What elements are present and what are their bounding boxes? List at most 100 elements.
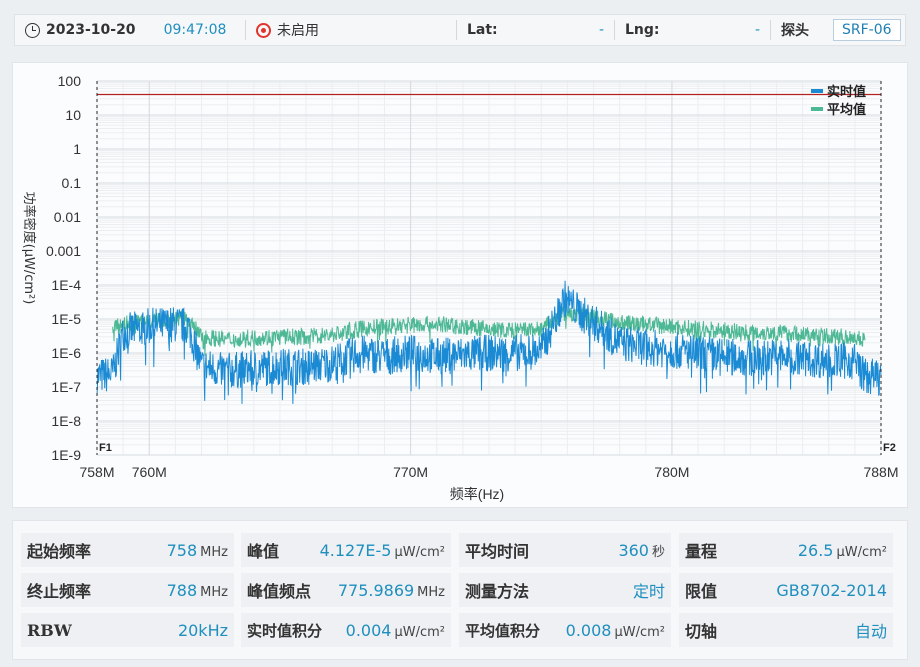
info-peak: 峰值 4.127E-5 μW/cm² [241, 533, 451, 567]
gps-target-icon [256, 22, 271, 38]
stop-freq-label: 终止频率 [27, 582, 92, 601]
start-freq-unit: MHz [200, 544, 228, 560]
peak-freq-unit: MHz [417, 584, 445, 600]
marker-f2-label: F2 [883, 442, 896, 454]
y-axis-label: 功率密度(μW/cm²) [21, 192, 37, 305]
y-axis-ticks: 1E-9 1E-8 1E-7 1E-6 1E-5 1E-4 0.001 0.01 0.1 1 10 1… [46, 73, 81, 463]
range-unit: μW/cm² [836, 544, 887, 560]
lat-label: Lat: [467, 22, 498, 38]
y-tick-label: 1E-8 [51, 413, 81, 429]
divider [245, 20, 246, 40]
divider [770, 20, 771, 40]
series-line-average [112, 305, 866, 356]
gps-status: 未启用 [256, 15, 446, 45]
info-limit: 限值 GB8702-2014 [679, 573, 893, 607]
limit-label: 限值 [685, 582, 718, 601]
method-label: 测量方法 [465, 582, 530, 601]
stop-freq-value: 788 [166, 580, 198, 600]
series-line-realtime [96, 280, 882, 404]
peak-unit: μW/cm² [394, 544, 445, 560]
range-label: 量程 [685, 542, 718, 561]
axis-switch-label: 切轴 [685, 622, 718, 641]
avg-integral-unit: μW/cm² [614, 624, 665, 640]
gps-status-text: 未启用 [277, 23, 319, 39]
lng-value: - [754, 22, 760, 38]
x-axis-label: 频率(Hz) [450, 486, 504, 502]
legend-label-realtime: 实时值 [827, 84, 866, 100]
limit-value[interactable]: GB8702-2014 [776, 580, 887, 600]
y-tick-label: 1E-4 [51, 277, 81, 293]
probe-label: 探头 [781, 23, 809, 39]
lng-group: Lng: - [625, 15, 760, 45]
x-tick-label: 770M [393, 464, 428, 480]
range-value: 26.5 [797, 540, 834, 560]
y-tick-label: 100 [58, 73, 82, 89]
y-tick-label: 0.001 [46, 243, 81, 259]
divider [614, 20, 615, 40]
y-tick-label: 10 [65, 107, 81, 123]
marker-f1-label: F1 [99, 442, 112, 454]
legend-swatch-realtime [811, 89, 823, 93]
info-rbw: RBW 20kHz [21, 613, 234, 647]
legend-label-average: 平均值 [827, 102, 866, 118]
method-value[interactable]: 定时 [632, 582, 665, 601]
avg-time-value: 360 [618, 540, 649, 560]
y-tick-label: 1E-7 [51, 379, 81, 395]
peak-label: 峰值 [247, 542, 280, 561]
info-range: 量程 26.5 μW/cm² [679, 533, 893, 567]
lng-label: Lng: [625, 22, 660, 38]
x-tick-label: 780M [654, 464, 689, 480]
rt-integral-label: 实时值积分 [247, 621, 323, 640]
start-freq-value: 758 [166, 540, 198, 560]
avg-time-label: 平均时间 [465, 542, 530, 561]
date-text: 2023-10-20 [46, 22, 136, 38]
info-start-freq: 起始频率 758 MHz [21, 533, 234, 567]
info-peak-freq: 峰值频点 775.9869 MHz [241, 573, 451, 607]
y-tick-label: 1E-6 [51, 345, 81, 361]
time-text: 09:47:08 [163, 22, 227, 38]
probe-group: 探头 SRF-06 [781, 15, 901, 45]
peak-freq-label: 峰值频点 [247, 582, 312, 601]
avg-integral-value: 0.008 [565, 620, 612, 640]
spectrum-chart[interactable]: 1E-9 1E-8 1E-7 1E-6 1E-5 1E-4 0.001 0.01 0.1 1 10 1… [13, 63, 909, 509]
y-tick-label: 1 [73, 141, 81, 157]
peak-value: 4.127E-5 [319, 540, 392, 560]
rbw-label: RBW [27, 620, 72, 640]
status-bar: 2023-10-20 09:47:08 未启用 Lat: - Lng: - 探头… [14, 14, 906, 46]
divider [456, 20, 457, 40]
rt-integral-value: 0.004 [345, 620, 392, 640]
spectrum-chart-panel: 1E-9 1E-8 1E-7 1E-6 1E-5 1E-4 0.001 0.01 0.1 1 10 1… [12, 62, 908, 508]
lat-group: Lat: - [467, 15, 604, 45]
avg-integral-label: 平均值积分 [465, 621, 541, 640]
y-tick-label: 0.1 [62, 175, 82, 191]
info-axis-switch: 切轴 自动 [679, 613, 893, 647]
lat-value: - [598, 22, 604, 38]
info-avg-integral: 平均值积分 0.008 μW/cm² [459, 613, 671, 647]
probe-select-button[interactable]: SRF-06 [833, 19, 901, 41]
y-tick-label: 0.01 [54, 209, 81, 225]
x-tick-label: 788M [863, 464, 898, 480]
y-tick-label: 1E-9 [51, 447, 81, 463]
x-tick-label: 760M [132, 464, 167, 480]
chart-grid-minor [96, 81, 882, 455]
x-axis-ticks: 758M 760M 770M 780M 788M [79, 464, 898, 480]
x-tick-label: 758M [79, 464, 114, 480]
start-freq-label: 起始频率 [27, 542, 92, 561]
peak-freq-value: 775.9869 [337, 580, 415, 600]
info-method: 测量方法 定时 [459, 573, 671, 607]
measurement-info-panel: 起始频率 758 MHz 峰值 4.127E-5 μW/cm² 平均时间 360 秒 … [12, 520, 908, 660]
stop-freq-unit: MHz [200, 584, 228, 600]
chart-legend: 实时值 平均值 [811, 84, 866, 118]
info-rt-integral: 实时值积分 0.004 μW/cm² [241, 613, 451, 647]
chart-series [96, 280, 882, 404]
datetime-group: 2023-10-20 09:47:08 [15, 15, 245, 45]
y-tick-label: 1E-5 [51, 311, 81, 327]
clock-icon [25, 22, 40, 38]
info-avg-time: 平均时间 360 秒 [459, 533, 671, 567]
axis-switch-value[interactable]: 自动 [854, 622, 887, 641]
avg-time-unit: 秒 [651, 544, 665, 560]
legend-swatch-average [811, 107, 823, 111]
rbw-value: 20kHz [177, 620, 228, 640]
info-stop-freq: 终止频率 788 MHz [21, 573, 234, 607]
rt-integral-unit: μW/cm² [394, 624, 445, 640]
